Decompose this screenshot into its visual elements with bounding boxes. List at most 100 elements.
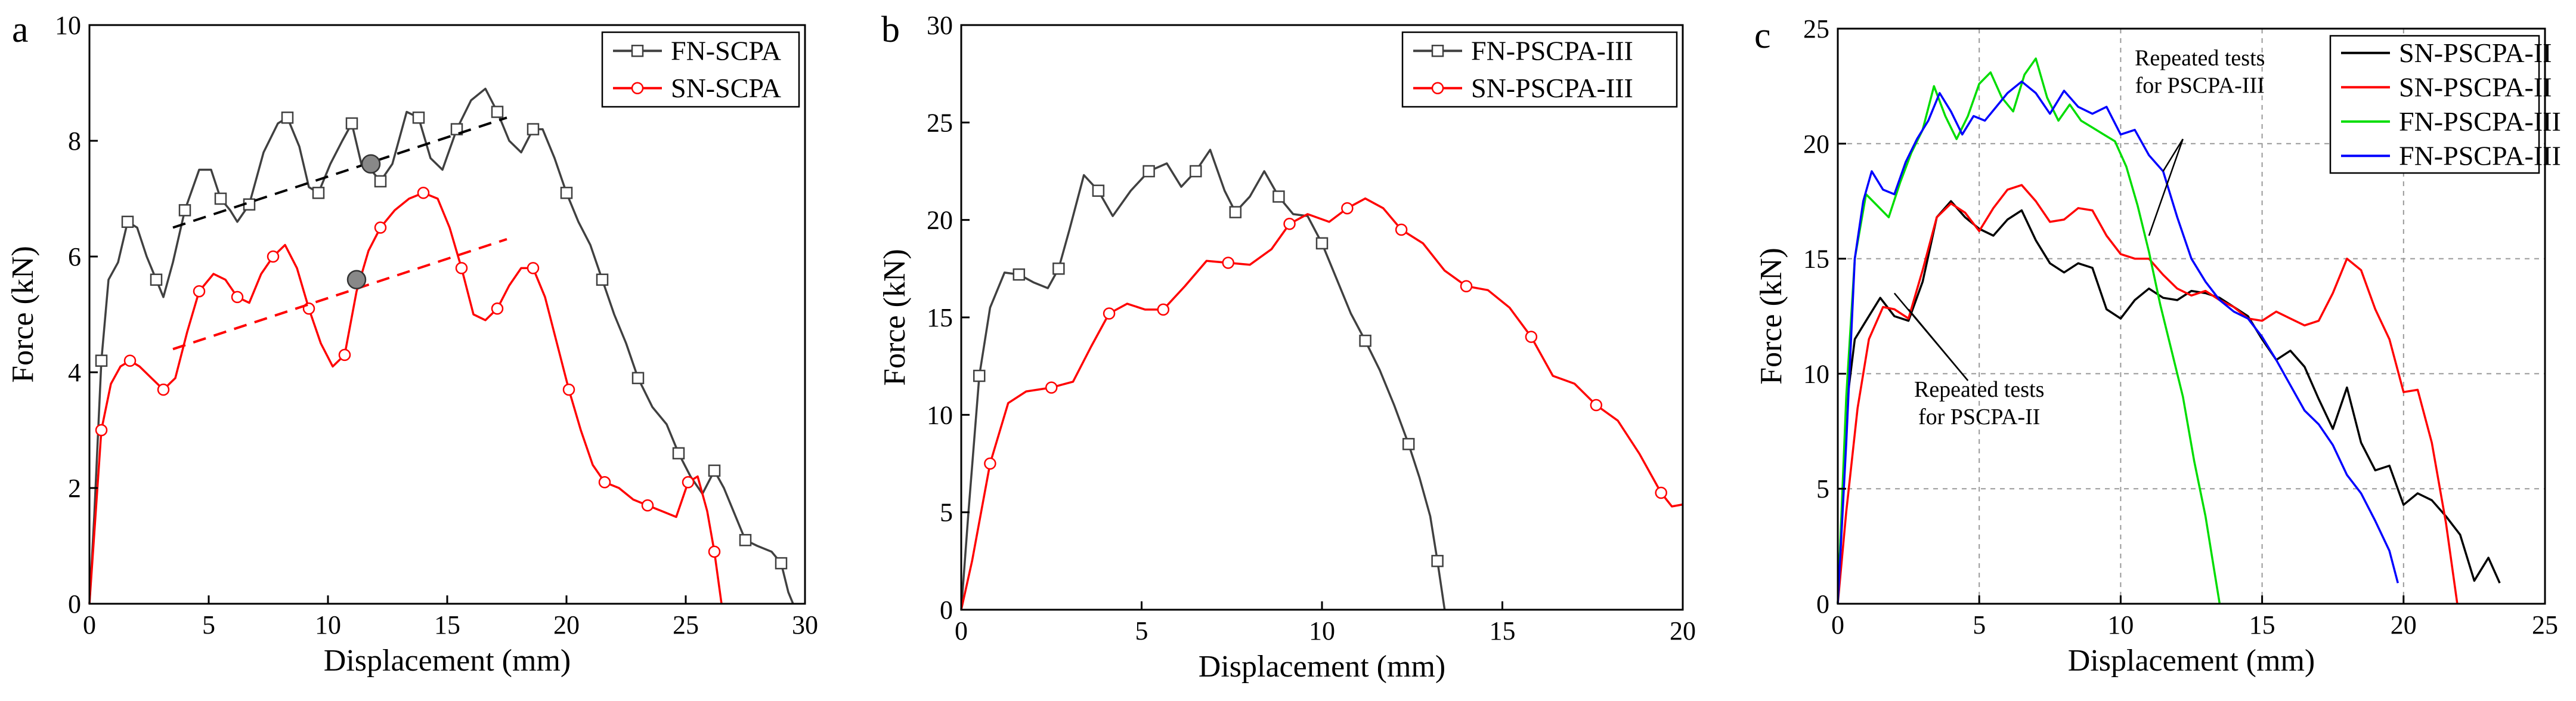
x-tick-label: 10 bbox=[1309, 616, 1335, 646]
plot-frame bbox=[88, 24, 806, 605]
x-tick-label: 15 bbox=[2249, 610, 2275, 640]
data-point bbox=[1103, 307, 1116, 320]
data-point bbox=[1341, 202, 1354, 215]
y-tick-label: 25 bbox=[927, 108, 953, 137]
x-tick-label: 5 bbox=[1973, 610, 1986, 640]
y-tick-label: 20 bbox=[1803, 129, 1829, 159]
y-tick-label: 10 bbox=[55, 11, 81, 40]
data-point bbox=[596, 273, 609, 286]
series-line-sn-pscpa-ii bbox=[1837, 184, 2459, 604]
data-point bbox=[708, 464, 721, 477]
y-tick-label: 0 bbox=[68, 589, 81, 619]
legend-marker bbox=[1431, 82, 1444, 94]
legend-box bbox=[1401, 31, 1678, 108]
panel-a: 0 5 10 15 20 25 30 0 2 4 6 8 10 Displacement (mm) Forc… bbox=[6, 10, 818, 678]
annotation-text: for PSCPA-III bbox=[2135, 73, 2265, 98]
y-tick-label: 15 bbox=[927, 303, 953, 332]
series-line-sn-scpa bbox=[88, 192, 723, 604]
series-line-fn-pscpa-iii bbox=[960, 149, 1446, 610]
data-point bbox=[527, 262, 540, 274]
legend-label: FN-PSCPA-III bbox=[2399, 140, 2561, 171]
x-tick-label: 10 bbox=[2107, 610, 2134, 640]
legend-label: SN-PSCPA-II bbox=[2399, 38, 2552, 68]
y-tick-label: 15 bbox=[1803, 245, 1829, 274]
data-point bbox=[178, 204, 191, 217]
x-tick-label: 10 bbox=[315, 610, 341, 640]
y-tick-label: 4 bbox=[68, 358, 81, 387]
legend-marker bbox=[631, 45, 644, 57]
data-point bbox=[193, 285, 206, 298]
annotation-text: Repeated tests bbox=[1914, 377, 2044, 402]
legend-label: SN-PSCPA-II bbox=[2399, 72, 2552, 102]
series-line-fn-scpa bbox=[88, 87, 794, 604]
data-point bbox=[672, 447, 685, 460]
data-point bbox=[267, 250, 280, 263]
y-tick-label: 10 bbox=[1803, 359, 1829, 388]
legend-label: FN-PSCPA-III bbox=[1471, 35, 1633, 66]
data-point bbox=[1045, 381, 1058, 394]
data-point bbox=[1315, 237, 1329, 250]
data-point bbox=[312, 187, 325, 199]
data-point bbox=[739, 534, 752, 546]
legend-label: FN-SCPA bbox=[671, 35, 781, 66]
data-point bbox=[417, 187, 430, 199]
y-axis-label: Force (kN) bbox=[878, 249, 912, 386]
y-tick-label: 0 bbox=[1816, 589, 1829, 619]
data-point bbox=[1157, 303, 1170, 316]
data-point bbox=[95, 424, 108, 437]
data-point bbox=[374, 221, 387, 234]
data-point bbox=[1143, 165, 1155, 178]
data-point bbox=[1525, 331, 1538, 343]
y-tick-label: 25 bbox=[1803, 14, 1829, 44]
y-axis-label: Force (kN) bbox=[6, 246, 40, 383]
data-point bbox=[121, 215, 134, 228]
annotation-pointer bbox=[1908, 308, 1969, 381]
data-point bbox=[1402, 438, 1415, 450]
data-point bbox=[1229, 206, 1242, 218]
data-point bbox=[412, 111, 425, 124]
data-point bbox=[450, 123, 463, 135]
x-axis-label: Displacement (mm) bbox=[1199, 650, 1445, 684]
y-tick-label: 0 bbox=[940, 595, 953, 625]
data-point bbox=[455, 262, 468, 274]
y-tick-label: 5 bbox=[1816, 474, 1829, 504]
annotation-text: for PSCPA-II bbox=[1918, 404, 2040, 430]
data-point bbox=[491, 302, 504, 315]
legend-label: FN-PSCPA-III bbox=[2399, 106, 2561, 137]
data-point bbox=[562, 383, 575, 396]
x-tick-label: 20 bbox=[2391, 610, 2417, 640]
data-point bbox=[708, 545, 721, 558]
x-axis-label: Displacement (mm) bbox=[324, 644, 571, 678]
trend-line bbox=[172, 238, 507, 351]
x-tick-label: 20 bbox=[553, 610, 580, 640]
x-tick-label: 0 bbox=[955, 616, 968, 646]
data-point bbox=[527, 123, 540, 135]
y-axis-label: Force (kN) bbox=[1754, 248, 1788, 385]
x-axis-label: Displacement (mm) bbox=[2068, 644, 2315, 678]
panel-label: a bbox=[12, 10, 29, 50]
data-point bbox=[1013, 268, 1026, 281]
data-point bbox=[1222, 257, 1234, 269]
legend-box bbox=[2329, 35, 2540, 174]
data-point bbox=[281, 111, 294, 124]
panel-b: 0 5 10 15 20 0 5 10 15 20 25 30 Displacement (mm) For… bbox=[878, 10, 1696, 684]
trend-line bbox=[172, 116, 507, 229]
x-tick-label: 30 bbox=[792, 610, 818, 640]
y-tick-label: 20 bbox=[927, 206, 953, 235]
data-point bbox=[1655, 486, 1667, 499]
data-point bbox=[374, 175, 387, 188]
data-point bbox=[641, 499, 654, 512]
data-point bbox=[150, 273, 163, 286]
y-tick-label: 8 bbox=[68, 126, 81, 156]
x-tick-label: 20 bbox=[1670, 616, 1696, 646]
legend-box bbox=[601, 31, 800, 108]
legend-label: SN-SCPA bbox=[671, 73, 781, 103]
data-point bbox=[123, 354, 137, 367]
x-tick-label: 5 bbox=[202, 610, 215, 640]
data-point bbox=[491, 106, 504, 118]
x-tick-label: 25 bbox=[673, 610, 699, 640]
annotation-pointer bbox=[2162, 138, 2184, 172]
data-point bbox=[1431, 555, 1444, 567]
x-tick-label: 15 bbox=[434, 610, 460, 640]
